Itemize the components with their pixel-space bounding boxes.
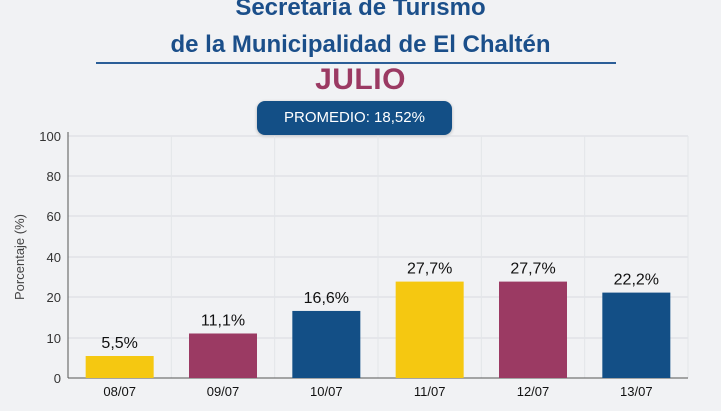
bar (189, 333, 257, 378)
label-layer: 5,5% 08/07 11,1% 09/07 16,6% 10/07 27,7% 11/07 2… (101, 261, 659, 399)
x-tick-label: 09/07 (207, 384, 240, 399)
bar-value-label: 27,7% (407, 261, 452, 278)
title-divider (96, 62, 616, 64)
month-label: JULIO (315, 63, 406, 96)
bar-value-label: 11,1% (201, 312, 245, 329)
bar-value-label: 5,5% (101, 335, 137, 352)
bar-layer (85, 281, 671, 378)
y-tick-label: 0 (54, 371, 61, 386)
x-tick-label: 10/07 (310, 384, 343, 399)
bar (602, 292, 671, 378)
y-tick-label: 100 (39, 129, 61, 144)
grid-layer (67, 135, 689, 379)
bar-value-label: 22,2% (614, 272, 659, 289)
title-line-2: de la Municipalidad de El Chaltén (170, 31, 551, 58)
bar (499, 281, 567, 378)
y-tick-label: 60 (47, 209, 61, 224)
bar-value-label: 16,6% (304, 290, 349, 307)
y-tick-label: 40 (47, 250, 61, 265)
x-tick-label: 13/07 (620, 384, 653, 399)
y-axis-title: Porcentaje (%) (12, 214, 27, 300)
bar (292, 310, 361, 378)
bar (395, 281, 464, 378)
x-tick-label: 12/07 (517, 384, 550, 399)
bar (85, 356, 154, 378)
y-tick-label: 20 (47, 290, 61, 305)
bar-value-label: 27,7% (510, 261, 555, 278)
axis-layer: 0 10 20 40 60 80 100 Porcentaje (%) (12, 129, 688, 386)
x-tick-label: 08/07 (103, 384, 136, 399)
x-tick-label: 11/07 (414, 384, 446, 399)
title-line-1: Secretaría de Turismo (235, 0, 486, 21)
average-badge: PROMEDIO: 18,52% (257, 101, 452, 135)
y-tick-label: 80 (47, 169, 61, 184)
y-tick-label: 10 (47, 331, 61, 346)
